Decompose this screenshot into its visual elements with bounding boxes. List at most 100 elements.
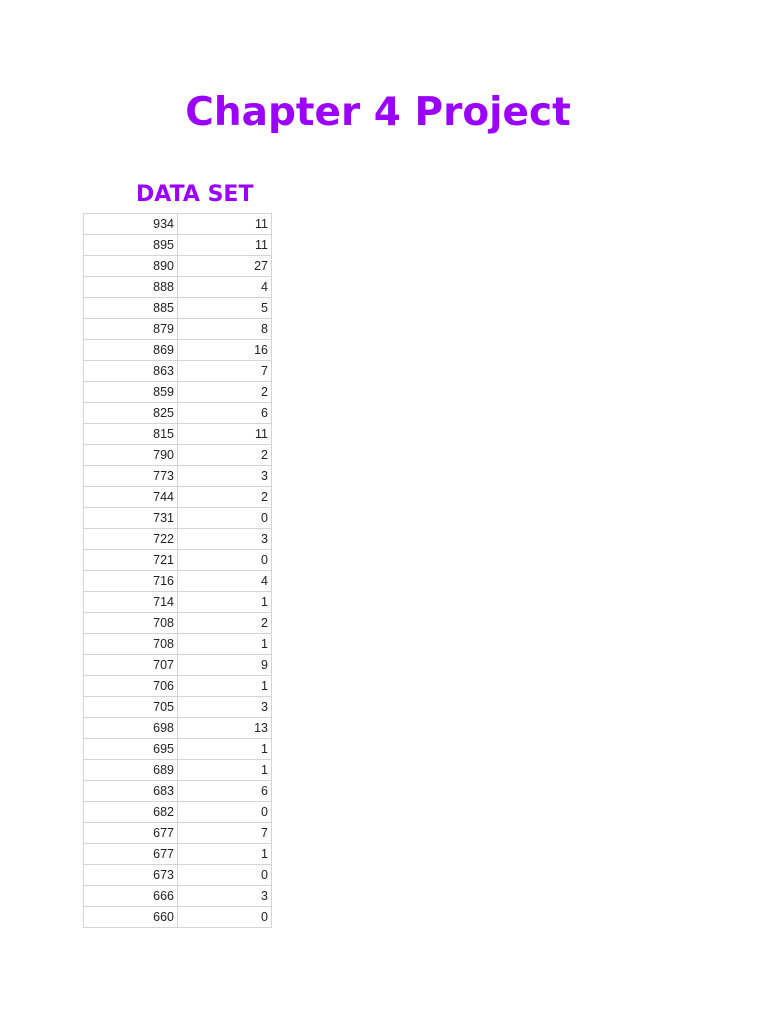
page-title: Chapter 4 Project xyxy=(185,90,571,135)
cell-first-column: 673 xyxy=(83,864,178,886)
table-row: 666 3 xyxy=(83,885,272,907)
cell-first-column: 677 xyxy=(83,843,178,865)
cell-first-column: 708 xyxy=(83,612,178,634)
cell-first-column: 825 xyxy=(83,402,178,424)
cell-second-column: 1 xyxy=(177,591,272,613)
cell-second-column: 0 xyxy=(177,864,272,886)
cell-second-column: 1 xyxy=(177,633,272,655)
table-row: 708 1 xyxy=(83,633,272,655)
cell-second-column: 16 xyxy=(177,339,272,361)
cell-first-column: 695 xyxy=(83,738,178,760)
table-row: 890 27 xyxy=(83,255,272,277)
cell-second-column: 3 xyxy=(177,696,272,718)
table-row: 869 16 xyxy=(83,339,272,361)
table-row: 682 0 xyxy=(83,801,272,823)
cell-second-column: 2 xyxy=(177,381,272,403)
cell-second-column: 1 xyxy=(177,843,272,865)
cell-second-column: 27 xyxy=(177,255,272,277)
table-row: 815 11 xyxy=(83,423,272,445)
table-row: 716 4 xyxy=(83,570,272,592)
cell-first-column: 879 xyxy=(83,318,178,340)
cell-second-column: 3 xyxy=(177,465,272,487)
cell-second-column: 0 xyxy=(177,507,272,529)
cell-second-column: 2 xyxy=(177,444,272,466)
table-row: 721 0 xyxy=(83,549,272,571)
table-row: 879 8 xyxy=(83,318,272,340)
cell-first-column: 890 xyxy=(83,255,178,277)
cell-first-column: 790 xyxy=(83,444,178,466)
cell-second-column: 0 xyxy=(177,549,272,571)
table-row: 885 5 xyxy=(83,297,272,319)
cell-second-column: 2 xyxy=(177,612,272,634)
cell-second-column: 4 xyxy=(177,570,272,592)
cell-first-column: 705 xyxy=(83,696,178,718)
table-row: 934 11 xyxy=(83,213,272,235)
cell-first-column: 721 xyxy=(83,549,178,571)
table-row: 695 1 xyxy=(83,738,272,760)
table-row: 677 1 xyxy=(83,843,272,865)
cell-second-column: 0 xyxy=(177,906,272,928)
cell-first-column: 660 xyxy=(83,906,178,928)
cell-second-column: 11 xyxy=(177,423,272,445)
cell-first-column: 716 xyxy=(83,570,178,592)
cell-first-column: 677 xyxy=(83,822,178,844)
table-row: 773 3 xyxy=(83,465,272,487)
cell-first-column: 666 xyxy=(83,885,178,907)
table-row: 859 2 xyxy=(83,381,272,403)
section-heading: DATA SET xyxy=(136,182,254,207)
cell-second-column: 3 xyxy=(177,528,272,550)
cell-first-column: 863 xyxy=(83,360,178,382)
table-row: 708 2 xyxy=(83,612,272,634)
table-row: 673 0 xyxy=(83,864,272,886)
cell-first-column: 683 xyxy=(83,780,178,802)
cell-second-column: 6 xyxy=(177,402,272,424)
cell-first-column: 722 xyxy=(83,528,178,550)
table-row: 731 0 xyxy=(83,507,272,529)
table-row: 722 3 xyxy=(83,528,272,550)
table-row: 660 0 xyxy=(83,906,272,928)
cell-second-column: 5 xyxy=(177,297,272,319)
cell-second-column: 13 xyxy=(177,717,272,739)
cell-second-column: 0 xyxy=(177,801,272,823)
cell-second-column: 11 xyxy=(177,234,272,256)
cell-second-column: 2 xyxy=(177,486,272,508)
cell-first-column: 885 xyxy=(83,297,178,319)
cell-second-column: 6 xyxy=(177,780,272,802)
cell-second-column: 7 xyxy=(177,822,272,844)
table-row: 707 9 xyxy=(83,654,272,676)
table-row: 705 3 xyxy=(83,696,272,718)
cell-first-column: 706 xyxy=(83,675,178,697)
cell-second-column: 1 xyxy=(177,738,272,760)
cell-second-column: 7 xyxy=(177,360,272,382)
cell-first-column: 869 xyxy=(83,339,178,361)
data-table: 934 11 895 11 890 27 888 4 885 5 879 8 869 16 863 7 859 2… xyxy=(83,213,272,928)
cell-second-column: 11 xyxy=(177,213,272,235)
table-row: 744 2 xyxy=(83,486,272,508)
cell-first-column: 859 xyxy=(83,381,178,403)
cell-second-column: 9 xyxy=(177,654,272,676)
table-row: 863 7 xyxy=(83,360,272,382)
table-row: 706 1 xyxy=(83,675,272,697)
cell-first-column: 815 xyxy=(83,423,178,445)
cell-first-column: 689 xyxy=(83,759,178,781)
cell-second-column: 1 xyxy=(177,675,272,697)
cell-second-column: 1 xyxy=(177,759,272,781)
cell-first-column: 895 xyxy=(83,234,178,256)
table-row: 698 13 xyxy=(83,717,272,739)
table-row: 790 2 xyxy=(83,444,272,466)
cell-first-column: 731 xyxy=(83,507,178,529)
cell-first-column: 707 xyxy=(83,654,178,676)
cell-second-column: 3 xyxy=(177,885,272,907)
table-row: 677 7 xyxy=(83,822,272,844)
cell-first-column: 708 xyxy=(83,633,178,655)
table-row: 689 1 xyxy=(83,759,272,781)
cell-first-column: 934 xyxy=(83,213,178,235)
table-row: 714 1 xyxy=(83,591,272,613)
cell-first-column: 714 xyxy=(83,591,178,613)
cell-first-column: 698 xyxy=(83,717,178,739)
cell-first-column: 682 xyxy=(83,801,178,823)
cell-first-column: 888 xyxy=(83,276,178,298)
cell-second-column: 8 xyxy=(177,318,272,340)
cell-first-column: 744 xyxy=(83,486,178,508)
table-row: 888 4 xyxy=(83,276,272,298)
